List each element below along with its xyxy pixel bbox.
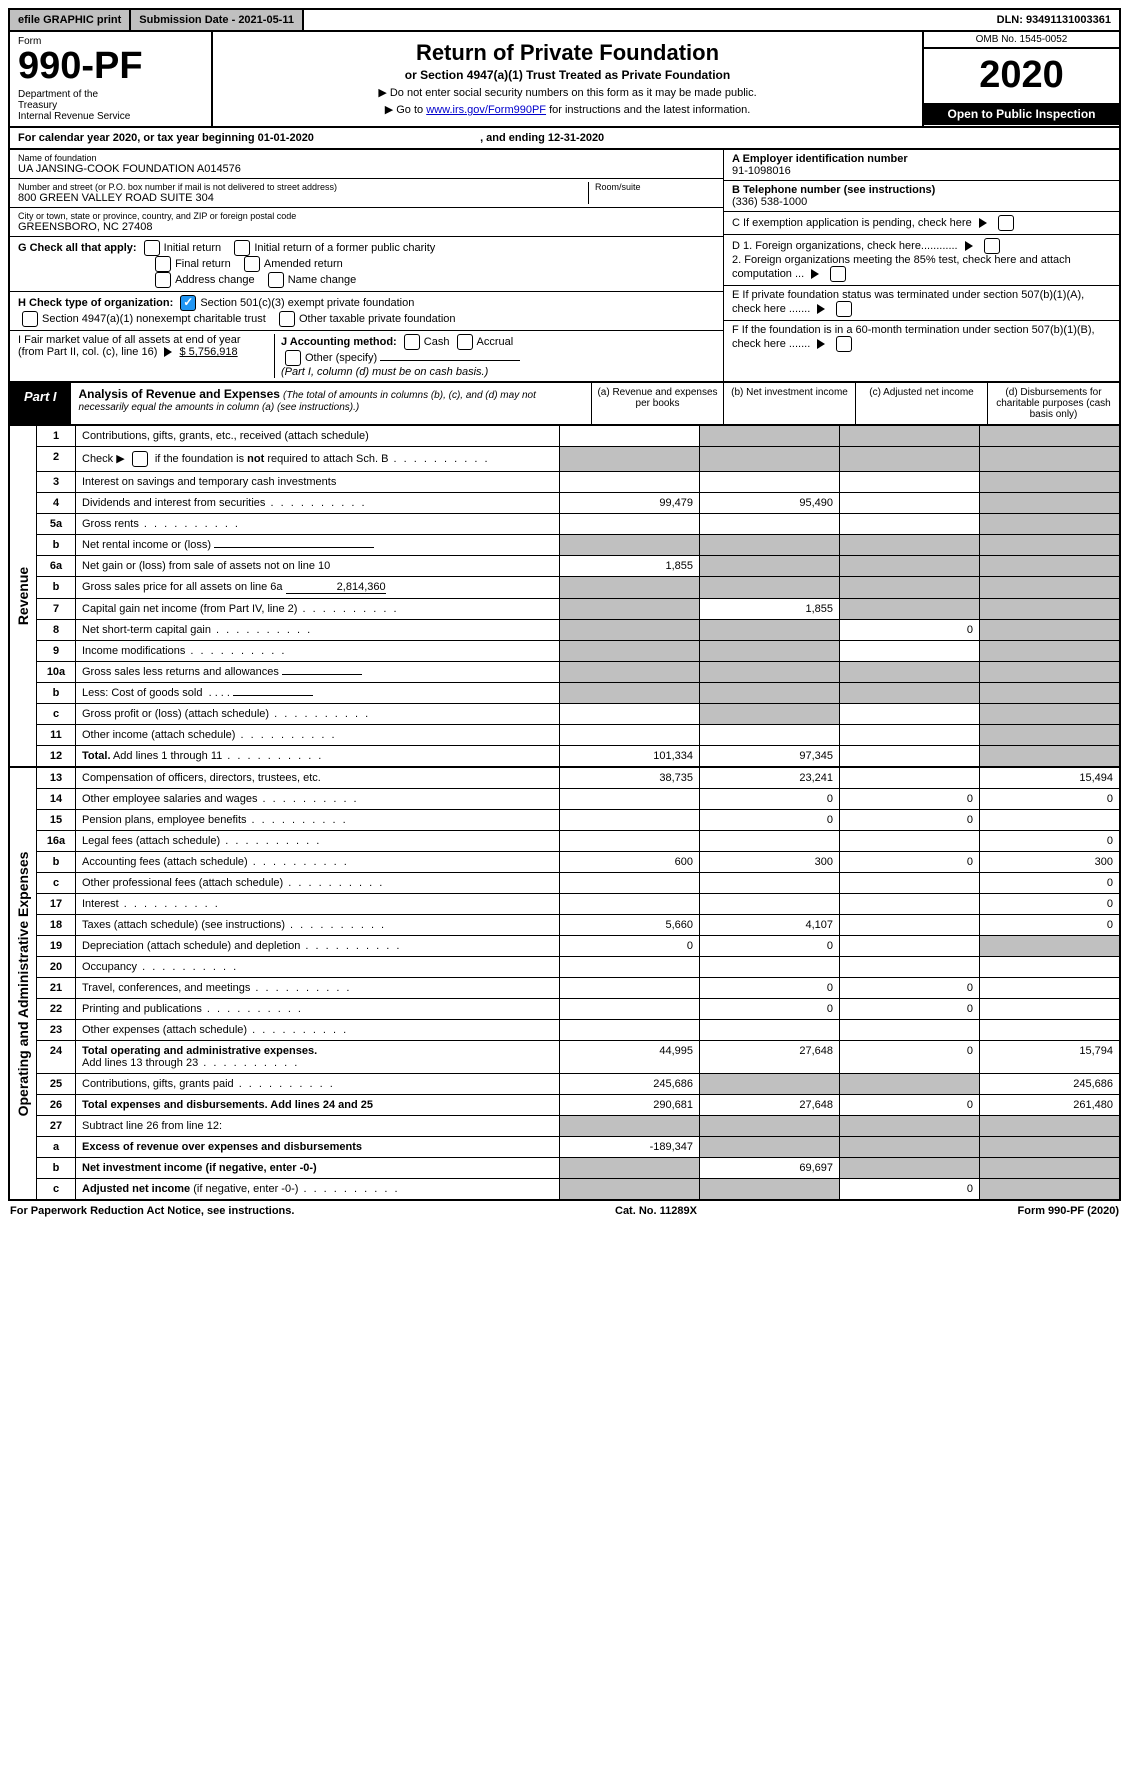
end-date: 12-31-2020 <box>548 132 604 144</box>
efile-label: efile GRAPHIC print <box>10 10 131 30</box>
checkbox-accrual[interactable] <box>457 334 473 350</box>
info-grid: Name of foundation UA JANSING-COOK FOUND… <box>8 150 1121 383</box>
footer-right: Form 990-PF (2020) <box>1018 1205 1119 1217</box>
form-header: Form 990-PF Department of theTreasuryInt… <box>8 32 1121 128</box>
checkbox-other[interactable] <box>285 350 301 366</box>
checkbox-other-taxable[interactable] <box>279 311 295 327</box>
r6b-val: 2,814,360 <box>286 581 386 594</box>
arrow-icon <box>817 339 825 349</box>
footer-mid: Cat. No. 11289X <box>615 1205 697 1217</box>
checkbox-initial-former[interactable] <box>234 240 250 256</box>
foundation-city: GREENSBORO, NC 27408 <box>18 221 715 233</box>
arrow-icon <box>817 304 825 314</box>
checkbox-name-change[interactable] <box>268 272 284 288</box>
dln: DLN: 93491131003361 <box>989 10 1119 30</box>
name-row: Name of foundation UA JANSING-COOK FOUND… <box>10 150 723 179</box>
foundation-name: UA JANSING-COOK FOUNDATION A014576 <box>18 163 715 175</box>
header-center: Return of Private Foundation or Section … <box>213 32 922 126</box>
arrow-icon <box>965 241 973 251</box>
r8-c: 0 <box>840 620 980 640</box>
checkbox-4947[interactable] <box>22 311 38 327</box>
room-label: Room/suite <box>595 182 715 192</box>
arrow-icon <box>979 218 987 228</box>
arrow-icon <box>811 269 819 279</box>
checkbox-amended[interactable] <box>244 256 260 272</box>
r6a-a: 1,855 <box>560 556 700 576</box>
ein: 91-1098016 <box>732 165 791 177</box>
part-title: Analysis of Revenue and Expenses <box>79 387 280 401</box>
checkbox-addr-change[interactable] <box>155 272 171 288</box>
col-a: (a) Revenue and expenses per books <box>592 383 724 424</box>
submission-date: Submission Date - 2021-05-11 <box>131 10 304 30</box>
footer: For Paperwork Reduction Act Notice, see … <box>8 1201 1121 1221</box>
note-ssn: ▶ Do not enter social security numbers o… <box>223 86 912 99</box>
checkbox-d1[interactable] <box>984 238 1000 254</box>
checkbox-final[interactable] <box>155 256 171 272</box>
foundation-addr: 800 GREEN VALLEY ROAD SUITE 304 <box>18 192 588 204</box>
form-number: 990-PF <box>18 47 203 85</box>
checkbox-501c3[interactable]: ✓ <box>180 295 196 311</box>
irs-link[interactable]: www.irs.gov/Form990PF <box>426 104 546 116</box>
revenue-label: Revenue <box>15 567 31 625</box>
footer-left: For Paperwork Reduction Act Notice, see … <box>10 1205 294 1217</box>
col-c: (c) Adjusted net income <box>856 383 988 424</box>
h-row: H Check type of organization: ✓Section 5… <box>10 292 723 331</box>
phone: (336) 538-1000 <box>732 196 807 208</box>
checkbox-sch-b[interactable] <box>132 451 148 467</box>
r7-b: 1,855 <box>700 599 840 619</box>
calendar-year-row: For calendar year 2020, or tax year begi… <box>8 128 1121 150</box>
r12-a: 101,334 <box>560 746 700 766</box>
r4-a: 99,479 <box>560 493 700 513</box>
omb: OMB No. 1545-0052 <box>924 32 1119 49</box>
form-subtitle: or Section 4947(a)(1) Trust Treated as P… <box>223 68 912 82</box>
fmv: $ 5,756,918 <box>180 346 238 358</box>
note-link: ▶ Go to www.irs.gov/Form990PF for instru… <box>223 103 912 116</box>
checkbox-c[interactable] <box>998 215 1014 231</box>
city-row: City or town, state or province, country… <box>10 208 723 237</box>
checkbox-f[interactable] <box>836 336 852 352</box>
col-d: (d) Disbursements for charitable purpose… <box>988 383 1119 424</box>
part-label: Part I <box>10 383 71 424</box>
revenue-section: Revenue 1Contributions, gifts, grants, e… <box>8 426 1121 768</box>
header-right: OMB No. 1545-0052 2020 Open to Public In… <box>922 32 1119 126</box>
arrow-icon <box>164 347 172 357</box>
form-title: Return of Private Foundation <box>223 40 912 66</box>
r4-b: 95,490 <box>700 493 840 513</box>
col-b: (b) Net investment income <box>724 383 856 424</box>
tax-year: 2020 <box>924 49 1119 103</box>
g-row: G Check all that apply: Initial return I… <box>10 237 723 292</box>
header-left: Form 990-PF Department of theTreasuryInt… <box>10 32 213 126</box>
addr-row: Number and street (or P.O. box number if… <box>10 179 723 208</box>
ij-row: I Fair market value of all assets at end… <box>10 331 723 381</box>
expenses-section: Operating and Administrative Expenses 13… <box>8 768 1121 1201</box>
part1-header: Part I Analysis of Revenue and Expenses … <box>8 383 1121 426</box>
dept: Department of theTreasuryInternal Revenu… <box>18 89 203 122</box>
checkbox-cash[interactable] <box>404 334 420 350</box>
expenses-label: Operating and Administrative Expenses <box>15 851 31 1116</box>
checkbox-d2[interactable] <box>830 266 846 282</box>
r12-b: 97,345 <box>700 746 840 766</box>
open-inspection: Open to Public Inspection <box>924 103 1119 125</box>
begin-date: 01-01-2020 <box>258 132 314 144</box>
top-bar: efile GRAPHIC print Submission Date - 20… <box>8 8 1121 32</box>
checkbox-initial[interactable] <box>144 240 160 256</box>
checkbox-e[interactable] <box>836 301 852 317</box>
